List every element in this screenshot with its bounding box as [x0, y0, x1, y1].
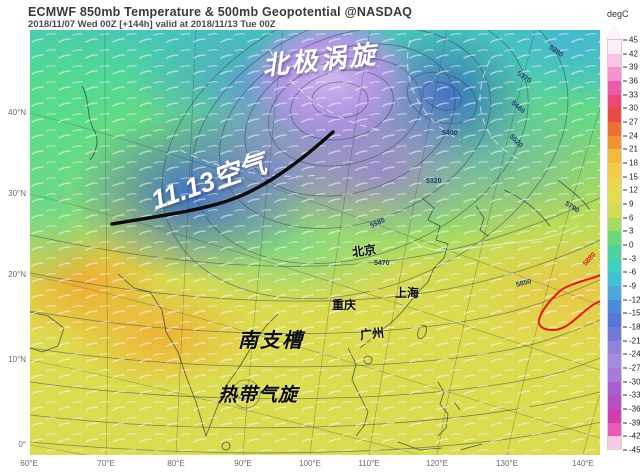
colorbar-tick-label: -36	[623, 405, 640, 414]
colorbar-segment	[608, 204, 621, 218]
lon-label-80e: 80°E	[167, 459, 185, 468]
city-label-chongqing: 重庆	[332, 298, 357, 312]
colorbar-segment	[608, 40, 621, 54]
colorbar-segment	[608, 81, 621, 95]
colorbar-tick-label: 18	[623, 159, 638, 168]
colorbar-unit-label: degC	[607, 9, 629, 19]
colorbar-tick-label: -12	[623, 295, 640, 304]
lat-label-eq: 0°	[18, 440, 26, 449]
colorbar-segment	[608, 354, 621, 369]
colorbar-tick-label: -21	[623, 336, 640, 345]
annotation-south-branch-trough: 南支槽	[238, 330, 304, 352]
colorbar-segment	[608, 299, 621, 314]
colorbar-tick-label: 42	[623, 49, 638, 58]
colorbar-tick-label: -39	[623, 418, 640, 427]
lat-label-20n: 20°N	[8, 270, 26, 279]
cold-front-line	[110, 130, 335, 226]
colorbar-tick-label: 36	[623, 77, 638, 86]
colorbar-tick-label: 9	[623, 200, 633, 209]
colorbar-tick-label: -45	[623, 446, 640, 455]
colorbar-segment	[608, 163, 621, 177]
colorbar-segment	[608, 217, 621, 232]
colorbar-segment	[608, 231, 621, 246]
annotation-tropical-cyclone: 热带气旋	[218, 385, 299, 406]
map-overlay-svg	[30, 30, 600, 455]
colorbar-gradient	[607, 39, 622, 451]
lon-label-110e: 110°E	[358, 459, 380, 468]
colorbar-arrow-bottom	[605, 450, 623, 466]
lat-label-30n: 30°N	[8, 189, 26, 198]
wind-streak-texture	[30, 30, 600, 455]
lat-label-10n: 10°N	[8, 355, 26, 364]
lon-label-90e: 90°E	[234, 459, 252, 468]
colorbar-tick-label: -9	[623, 282, 636, 291]
colorbar-segment	[608, 67, 621, 82]
colorbar-segment	[608, 381, 621, 396]
colorbar-tick-label: -33	[623, 391, 640, 400]
colorbar-tick-label: 12	[623, 186, 638, 195]
colorbar-tick-label: 33	[623, 90, 638, 99]
lon-label-70e: 70°E	[97, 459, 115, 468]
colorbar-tick-label: -15	[623, 309, 640, 318]
colorbar-segment	[608, 190, 621, 205]
lon-label-100e: 100°E	[299, 459, 321, 468]
contour-label: 5470	[374, 260, 390, 267]
colorbar-tick-label: 3	[623, 227, 633, 236]
colorbar-tick-label: -18	[623, 323, 640, 332]
city-label-guangzhou: 广州	[359, 325, 385, 343]
colorbar-segment	[608, 258, 621, 273]
colorbar-tick-label: 6	[623, 213, 633, 222]
colorbar-tick-label: -3	[623, 254, 636, 263]
colorbar-segment	[608, 327, 621, 341]
colorbar-segment	[608, 409, 621, 423]
colorbar-segment	[608, 245, 621, 259]
colorbar-tick-label: 30	[623, 104, 638, 113]
colorbar-tick-label: -24	[623, 350, 640, 359]
colorbar-segment	[608, 436, 621, 451]
colorbar-tick-label: 39	[623, 63, 638, 72]
colorbar-segment	[608, 368, 621, 382]
colorbar-arrow-top	[605, 24, 623, 40]
colorbar-segment	[608, 313, 621, 328]
colorbar-tick-label: 21	[623, 145, 638, 154]
chart-title: ECMWF 850mb Temperature & 500mb Geopoten…	[28, 5, 413, 19]
colorbar-tick-label: -6	[623, 268, 636, 277]
jet-streamlines	[179, 39, 579, 252]
colorbar-tick-label: 15	[623, 172, 638, 181]
contour-label: 5320	[426, 178, 442, 185]
colorbar-tick-label: 27	[623, 118, 638, 127]
colorbar-tick-label: -27	[623, 364, 640, 373]
subtropical-high-contour	[537, 274, 600, 332]
lon-label-120e: 120°E	[426, 459, 448, 468]
colorbar-tick-label: -42	[623, 432, 640, 441]
colorbar-segment	[608, 53, 621, 68]
chart-subtitle: 2018/11/07 Wed 00Z [+144h] valid at 2018…	[28, 19, 276, 30]
colorbar-tick-label: 24	[623, 131, 638, 140]
colorbar-segment	[608, 94, 621, 109]
lon-label-130e: 130°E	[496, 459, 518, 468]
colorbar-segment	[608, 422, 621, 437]
lon-label-60e: 60°E	[20, 459, 38, 468]
colorbar-segment	[608, 286, 621, 300]
city-label-beijing: 北京	[351, 242, 377, 260]
lon-label-140e: 140°E	[572, 459, 594, 468]
colorbar-segment	[608, 176, 621, 191]
colorbar-segment	[608, 340, 621, 355]
map-canvas: 5280 5320 5370 5400 5460 5520 5580 5470 …	[30, 30, 600, 455]
colorbar-ticks: 45 42 39 36 33 30 27 24 21 18 15 12 9 6 3 0 -3 -6 -9 -12 -15…	[623, 36, 640, 455]
contour-label: 5400	[442, 130, 458, 137]
colorbar-segment	[608, 122, 621, 136]
colorbar-tick-label: 0	[623, 241, 633, 250]
colorbar-tick-label: -30	[623, 377, 640, 386]
colorbar-segment	[608, 149, 621, 164]
colorbar-tick-label: 45	[623, 36, 638, 45]
colorbar-segment	[608, 395, 621, 410]
city-label-shanghai: 上海	[395, 286, 420, 300]
colorbar-segment	[608, 135, 621, 150]
lat-label-40n: 40°N	[8, 108, 26, 117]
colorbar-segment	[608, 272, 621, 287]
colorbar-segment	[608, 108, 621, 123]
